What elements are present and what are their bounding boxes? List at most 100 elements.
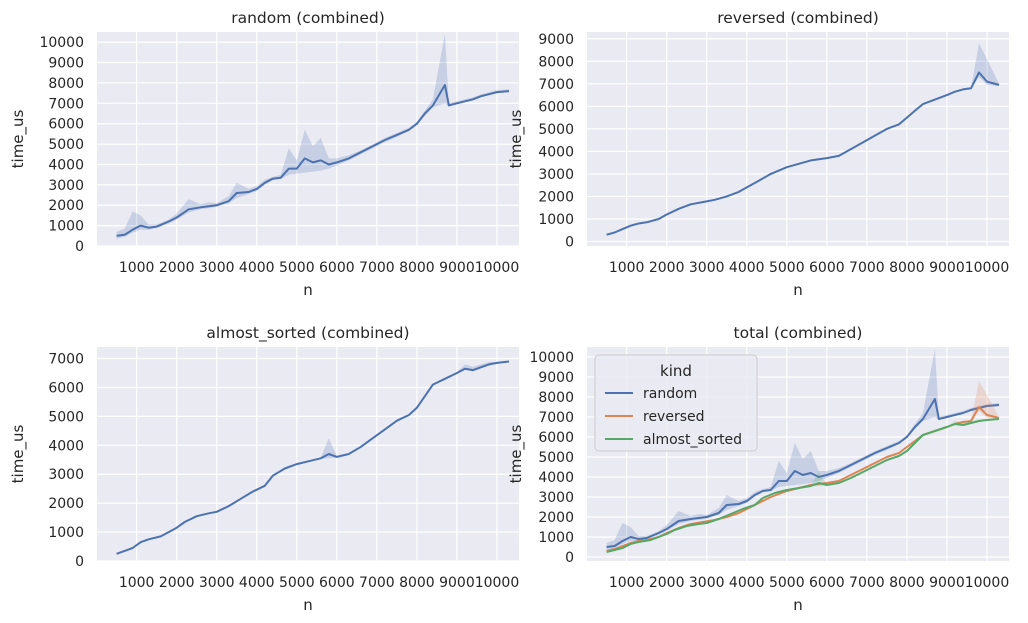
series-line — [606, 71, 1000, 236]
x-axis-label: n — [303, 281, 313, 299]
x-tick-label: 4000 — [239, 575, 275, 591]
y-tick-label: 9000 — [48, 56, 84, 72]
x-axis-label: n — [793, 596, 803, 614]
y-tick-label: 3000 — [48, 178, 84, 194]
legend-entry-reversed: reversed — [643, 409, 705, 425]
y-tick-label: 2000 — [48, 496, 84, 512]
y-axis-label: time_us — [9, 109, 28, 168]
x-tick-label: 1000 — [609, 575, 645, 591]
legend-title: kind — [660, 362, 692, 380]
y-tick-label: 7000 — [538, 77, 574, 93]
legend-box — [594, 354, 758, 452]
y-tick-label: 7000 — [48, 352, 84, 368]
x-tick-label: 6000 — [809, 575, 845, 591]
y-tick-label: 0 — [565, 234, 574, 250]
x-tick-label: 2000 — [159, 575, 195, 591]
chart-title: almost_sorted (combined) — [206, 324, 409, 343]
subplot-2: 1000 2000 3000 4000 5000 6000 7000 8000 9000 1000… — [507, 9, 1009, 299]
x-tick-label: 9000 — [929, 575, 965, 591]
x-tick-label: 3000 — [199, 575, 235, 591]
y-tick-label: 4000 — [48, 157, 84, 173]
y-tick-label: 3000 — [48, 467, 84, 483]
x-tick-label: 7000 — [849, 575, 885, 591]
x-tick-label: 4000 — [239, 260, 275, 276]
subplot-1: 1000 2000 3000 4000 5000 6000 7000 8000 9000 1000… — [9, 9, 519, 299]
x-tick-label: 6000 — [319, 260, 355, 276]
y-tick-label: 5000 — [48, 137, 84, 153]
x-tick-label: 9000 — [439, 575, 475, 591]
x-tick-label: 8000 — [399, 575, 435, 591]
chart-title: random (combined) — [231, 9, 385, 27]
y-tick-label: 10000 — [529, 350, 574, 366]
x-tick-label: 8000 — [889, 575, 925, 591]
y-tick-label: 4000 — [538, 144, 574, 160]
subplot-4: 1000 2000 3000 4000 5000 6000 7000 8000 9000 1000… — [507, 324, 1009, 614]
x-tick-label: 5000 — [769, 260, 805, 276]
y-tick-label: 1000 — [48, 219, 84, 235]
x-tick-label: 10000 — [475, 575, 520, 591]
x-tick-label: 4000 — [729, 260, 765, 276]
x-tick-label: 3000 — [689, 260, 725, 276]
y-tick-label: 4000 — [538, 470, 574, 486]
y-axis-label: time_us — [507, 109, 526, 168]
y-tick-label: 3000 — [538, 167, 574, 183]
x-tick-label: 6000 — [319, 575, 355, 591]
y-tick-label: 6000 — [48, 117, 84, 133]
chart-title: reversed (combined) — [717, 9, 879, 27]
series-line — [116, 84, 510, 237]
legend-entry-random: random — [643, 386, 697, 402]
x-tick-label: 6000 — [809, 260, 845, 276]
x-tick-label: 1000 — [119, 260, 155, 276]
legend-entry-almost_sorted: almost_sorted — [643, 432, 742, 448]
x-tick-label: 9000 — [929, 260, 965, 276]
series-line — [116, 360, 510, 555]
x-axis-label: n — [793, 281, 803, 299]
y-tick-label: 6000 — [538, 430, 574, 446]
plot-area — [587, 32, 1009, 246]
y-tick-label: 8000 — [48, 76, 84, 92]
y-tick-label: 7000 — [48, 96, 84, 112]
x-tick-label: 7000 — [359, 260, 395, 276]
y-tick-label: 5000 — [538, 122, 574, 138]
x-tick-label: 3000 — [689, 575, 725, 591]
x-tick-label: 10000 — [475, 260, 520, 276]
y-tick-label: 0 — [75, 239, 84, 255]
plot-area — [97, 347, 519, 561]
y-tick-label: 4000 — [48, 438, 84, 454]
x-tick-label: 5000 — [279, 260, 315, 276]
series-line-random — [606, 398, 1000, 548]
y-tick-label: 2000 — [48, 198, 84, 214]
y-tick-label: 9000 — [538, 32, 574, 48]
y-tick-label: 1000 — [538, 212, 574, 228]
y-tick-label: 9000 — [538, 370, 574, 386]
series-line-almost_sorted — [606, 418, 1000, 553]
y-tick-label: 5000 — [538, 450, 574, 466]
x-tick-label: 8000 — [399, 260, 435, 276]
x-tick-label: 8000 — [889, 260, 925, 276]
x-tick-label: 5000 — [279, 575, 315, 591]
chart-title: total (combined) — [734, 324, 863, 342]
x-tick-label: 10000 — [965, 260, 1010, 276]
x-tick-label: 7000 — [359, 575, 395, 591]
x-tick-label: 2000 — [159, 260, 195, 276]
x-tick-label: 3000 — [199, 260, 235, 276]
y-axis-label: time_us — [507, 424, 526, 483]
y-tick-label: 6000 — [538, 99, 574, 115]
x-tick-label: 10000 — [965, 575, 1010, 591]
y-tick-label: 2000 — [538, 510, 574, 526]
y-axis-label: time_us — [9, 424, 28, 483]
y-tick-label: 1000 — [48, 525, 84, 541]
x-tick-label: 9000 — [439, 260, 475, 276]
y-tick-label: 8000 — [538, 390, 574, 406]
x-axis-label: n — [303, 596, 313, 614]
x-tick-label: 1000 — [609, 260, 645, 276]
y-tick-label: 7000 — [538, 410, 574, 426]
y-tick-label: 5000 — [48, 409, 84, 425]
y-tick-label: 2000 — [538, 189, 574, 205]
x-tick-label: 4000 — [729, 575, 765, 591]
x-tick-label: 2000 — [649, 575, 685, 591]
x-tick-label: 1000 — [119, 575, 155, 591]
x-tick-label: 2000 — [649, 260, 685, 276]
subplot-3: 1000 2000 3000 4000 5000 6000 7000 8000 9000 1000… — [9, 324, 519, 614]
